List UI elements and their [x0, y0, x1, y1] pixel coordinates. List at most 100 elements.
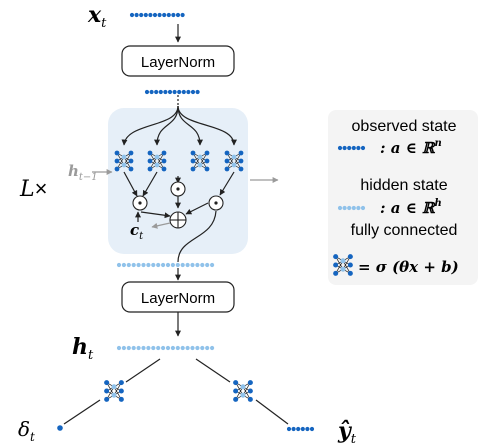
hidden-prev-label: ht−1	[68, 162, 98, 183]
fc-gate-icon	[224, 150, 244, 172]
legend-fc-formula: = σ (θx + b)	[358, 258, 459, 276]
hidden-dot	[161, 345, 166, 351]
hidden-dot	[170, 345, 175, 351]
observed-dot	[342, 145, 347, 151]
observed-dot	[158, 89, 163, 95]
hidden-dot	[116, 345, 122, 351]
hidden-dot	[121, 345, 126, 351]
observed-dot	[291, 426, 296, 432]
gate-networks	[114, 150, 244, 172]
observed-dot	[300, 426, 305, 432]
delta-output-label: δt	[18, 417, 35, 444]
hidden-dot	[195, 262, 200, 268]
layer-repeat-label: L×	[19, 176, 47, 202]
hidden-dot	[200, 262, 205, 268]
hidden-dot	[190, 262, 195, 268]
observed-dot	[177, 89, 182, 95]
hidden-dot	[136, 345, 141, 351]
fc-head-icon	[104, 380, 124, 402]
hidden-dot	[131, 262, 136, 268]
observed-dot	[148, 12, 153, 18]
hidden-dot	[356, 205, 361, 211]
hidden-dot	[126, 345, 131, 351]
hidden-dot	[146, 345, 151, 351]
observed-state-prediction-dots	[286, 426, 315, 432]
hidden-dot	[170, 262, 175, 268]
hidden-dot	[156, 345, 161, 351]
hidden-dot	[175, 345, 180, 351]
legend: observed state : a ∈ ℝn hidden state : a…	[328, 110, 478, 285]
prediction-output-label: ŷt	[337, 418, 357, 446]
hidden-dot	[156, 262, 161, 268]
hidden-dot	[165, 262, 171, 268]
hidden-dot	[205, 345, 210, 351]
multiply-op-left	[132, 195, 148, 211]
hidden-dot	[151, 345, 156, 351]
hidden-dot	[180, 345, 185, 351]
observed-dot	[337, 145, 343, 151]
hidden-dot	[210, 345, 215, 351]
observed-dot	[347, 145, 352, 151]
observed-dot	[134, 12, 139, 18]
head-networks	[104, 380, 253, 402]
hidden-dot	[151, 262, 156, 268]
layernorm-bottom-label: LayerNorm	[141, 290, 215, 307]
observed-dot	[172, 89, 177, 95]
observed-dot	[166, 12, 171, 18]
hidden-dot	[175, 262, 180, 268]
hidden-state-block-dots	[116, 262, 215, 268]
fanout-arrows	[121, 105, 237, 146]
hidden-dot	[337, 205, 343, 211]
hidden-dot	[190, 345, 195, 351]
hidden-dot	[195, 345, 200, 351]
hidden-dot	[126, 262, 131, 268]
hidden-dot	[351, 205, 356, 211]
observed-dot	[154, 89, 159, 95]
fc-gate-icon	[147, 150, 167, 172]
hidden-dot	[347, 205, 352, 211]
hidden-output-label: ht	[72, 334, 94, 363]
legend-hidden-formula: : a ∈ ℝh	[380, 198, 442, 217]
observed-dot	[167, 89, 173, 95]
hidden-dot	[161, 262, 166, 268]
hidden-dot	[200, 345, 205, 351]
legend-observed-dots	[337, 145, 366, 151]
layernorm-top-label: LayerNorm	[141, 54, 215, 71]
legend-hidden-dots	[337, 205, 366, 211]
head-branches	[63, 358, 289, 425]
hidden-dot	[185, 262, 190, 268]
observed-dot	[186, 89, 191, 95]
layernorm-top-box	[121, 45, 235, 77]
hidden-dot	[342, 205, 347, 211]
observed-dot	[162, 12, 167, 18]
hidden-state-output-dots	[116, 345, 215, 351]
hidden-dot	[136, 262, 141, 268]
observed-state-normalized-dots	[144, 89, 200, 95]
observed-dot	[139, 12, 144, 18]
observed-state-input-dots	[129, 12, 185, 18]
observed-dot	[360, 145, 366, 151]
input-label: xt	[87, 2, 107, 31]
legend-hidden-state: hidden state	[360, 177, 447, 194]
hidden-dot	[146, 262, 151, 268]
cell-state-label: ct	[130, 221, 144, 242]
hidden-dot	[141, 262, 146, 268]
observed-dot	[286, 426, 292, 432]
fc-head-icon	[233, 380, 253, 402]
observed-dot	[356, 145, 361, 151]
observed-dot	[180, 12, 185, 18]
fc-legend-icon	[333, 254, 353, 276]
observed-dot	[152, 12, 158, 18]
hidden-dot	[185, 345, 190, 351]
legend-fully-connected: fully connected	[351, 222, 458, 239]
hidden-dot	[205, 262, 210, 268]
observed-dot	[171, 12, 176, 18]
hidden-dot	[210, 262, 215, 268]
observed-dot	[175, 12, 181, 18]
observed-dot	[163, 89, 168, 95]
multiply-op-center	[170, 181, 186, 197]
observed-dot	[296, 426, 301, 432]
hidden-dot	[165, 345, 171, 351]
hidden-dot	[180, 262, 185, 268]
